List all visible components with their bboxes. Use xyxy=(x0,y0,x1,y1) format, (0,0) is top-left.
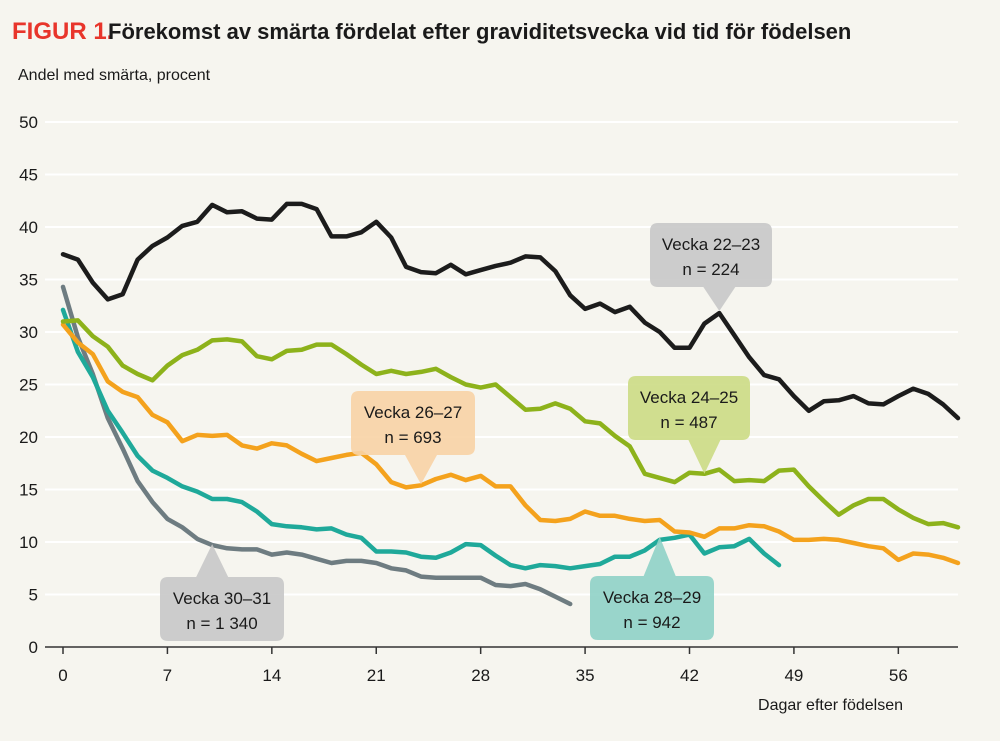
x-tick-label: 56 xyxy=(889,666,908,685)
series-name-label: Vecka 24–25 xyxy=(640,388,738,407)
y-tick-labels: 0 5 10 15 20 25 30 35 40 45 50 xyxy=(19,113,38,657)
series-callout: Vecka 24–25 n = 487 xyxy=(628,376,750,474)
y-tick-label: 50 xyxy=(19,113,38,132)
series-n-label: n = 1 340 xyxy=(186,614,257,633)
y-tick-label: 25 xyxy=(19,376,38,395)
y-tick-label: 20 xyxy=(19,428,38,447)
x-tick-label: 49 xyxy=(784,666,803,685)
y-tick-label: 15 xyxy=(19,481,38,500)
series-n-label: n = 487 xyxy=(660,413,717,432)
series-callout: Vecka 30–31 n = 1 340 xyxy=(160,544,284,641)
series-name-label: Vecka 30–31 xyxy=(173,589,271,608)
chart-title: Förekomst av smärta fördelat efter gravi… xyxy=(108,19,851,44)
x-tick-label: 28 xyxy=(471,666,490,685)
x-tick-label: 42 xyxy=(680,666,699,685)
series-line xyxy=(60,318,961,530)
x-tick-label: 35 xyxy=(576,666,595,685)
series-n-label: n = 224 xyxy=(682,260,739,279)
series-line xyxy=(60,201,961,421)
series-line xyxy=(60,284,573,607)
series-line xyxy=(60,322,961,566)
x-tick-label: 21 xyxy=(367,666,386,685)
callout-box xyxy=(160,544,284,641)
y-tick-label: 30 xyxy=(19,323,38,342)
x-axis-label: Dagar efter födelsen xyxy=(758,697,903,714)
callout-box xyxy=(351,391,475,485)
figure-label: FIGUR 1. xyxy=(12,18,113,45)
y-tick-label: 5 xyxy=(29,586,38,605)
series-callout: Vecka 28–29 n = 942 xyxy=(590,536,714,640)
y-tick-label: 0 xyxy=(29,638,38,657)
y-tick-label: 45 xyxy=(19,166,38,185)
x-tick-label: 0 xyxy=(58,666,67,685)
callout-box xyxy=(590,536,714,640)
x-tick-label: 14 xyxy=(262,666,281,685)
series-name-label: Vecka 28–29 xyxy=(603,588,701,607)
series-name-label: Vecka 26–27 xyxy=(364,403,462,422)
x-tick-labels: 0 7 14 21 28 35 42 49 56 xyxy=(58,666,908,685)
series-n-label: n = 693 xyxy=(384,428,441,447)
series-callout: Vecka 26–27 n = 693 xyxy=(351,391,475,485)
y-tick-label: 40 xyxy=(19,218,38,237)
series-name-label: Vecka 22–23 xyxy=(662,235,760,254)
y-axis-label: Andel med smärta, procent xyxy=(18,67,211,84)
axes xyxy=(45,646,958,654)
series-n-label: n = 942 xyxy=(623,613,680,632)
series-callout: Vecka 22–23 n = 224 xyxy=(650,223,772,311)
callout-box xyxy=(628,376,750,474)
callout-box xyxy=(650,223,772,311)
x-tick-label: 7 xyxy=(163,666,172,685)
y-tick-label: 35 xyxy=(19,271,38,290)
y-tick-label: 10 xyxy=(19,533,38,552)
series-lines xyxy=(60,201,961,607)
